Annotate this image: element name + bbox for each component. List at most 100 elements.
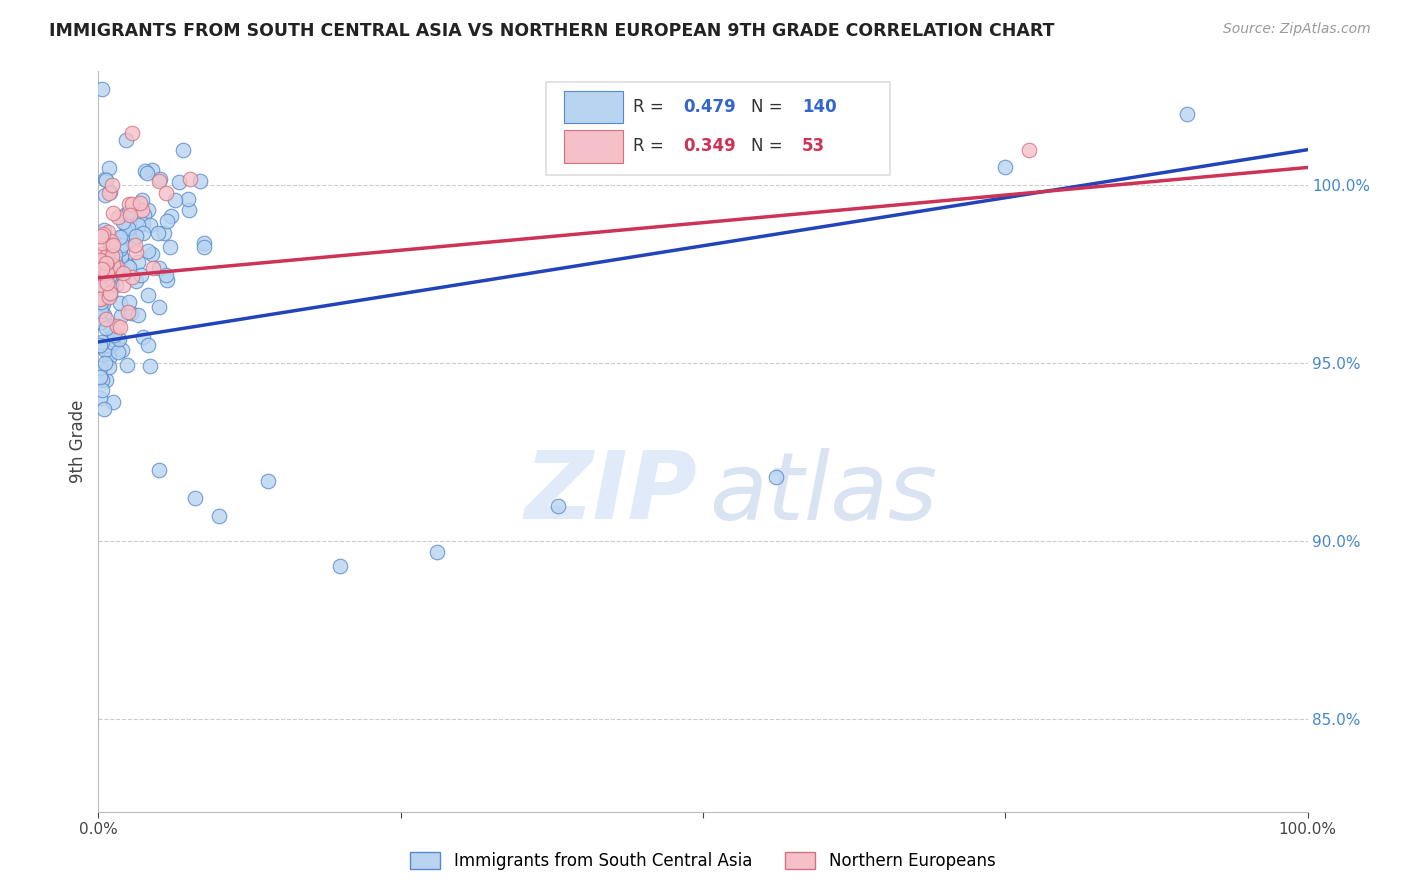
Point xyxy=(89,257,111,271)
Point xyxy=(208,509,231,524)
Point xyxy=(132,218,155,232)
Point xyxy=(765,161,787,175)
Point xyxy=(179,172,201,186)
Point xyxy=(98,346,121,360)
Point xyxy=(129,268,152,283)
Point xyxy=(91,227,114,241)
Point xyxy=(89,302,111,317)
Point xyxy=(165,194,187,208)
Point xyxy=(159,240,181,254)
Point xyxy=(89,268,111,283)
Point xyxy=(96,276,118,290)
Point xyxy=(127,308,149,322)
Point xyxy=(426,545,449,559)
Point xyxy=(90,373,112,387)
Point xyxy=(136,288,159,302)
Point xyxy=(104,248,127,262)
Point xyxy=(124,238,146,252)
Point xyxy=(93,308,115,322)
Point xyxy=(100,234,122,248)
Point xyxy=(110,251,132,265)
Point xyxy=(1018,143,1040,157)
Point xyxy=(547,499,569,513)
Point xyxy=(93,262,115,277)
Point xyxy=(108,332,131,346)
Point xyxy=(115,207,138,221)
Point xyxy=(121,269,143,284)
Point xyxy=(94,339,117,353)
Text: Source: ZipAtlas.com: Source: ZipAtlas.com xyxy=(1223,22,1371,37)
Point xyxy=(156,214,179,228)
Text: R =: R = xyxy=(633,137,669,155)
Point xyxy=(218,4,240,18)
Point xyxy=(172,143,194,157)
Point xyxy=(115,133,138,147)
Point xyxy=(91,278,114,293)
Point xyxy=(101,394,124,409)
Point xyxy=(115,258,138,272)
Point xyxy=(110,249,132,263)
Point xyxy=(103,328,125,343)
Point xyxy=(110,296,132,310)
Text: R =: R = xyxy=(633,98,669,116)
Point xyxy=(96,250,118,264)
Point xyxy=(146,226,169,240)
Point xyxy=(96,266,118,280)
Point xyxy=(111,229,134,244)
Point xyxy=(90,295,112,310)
Point xyxy=(98,332,121,346)
Text: 0.479: 0.479 xyxy=(683,98,737,116)
Point xyxy=(136,337,159,351)
Point xyxy=(107,345,129,359)
Point xyxy=(148,260,170,275)
Point xyxy=(111,238,134,252)
FancyBboxPatch shape xyxy=(564,91,623,123)
Point xyxy=(141,163,163,178)
Point xyxy=(96,247,118,261)
Point xyxy=(90,253,112,268)
Point xyxy=(184,491,207,506)
Point xyxy=(103,335,125,350)
Point xyxy=(121,126,143,140)
Point xyxy=(101,250,124,264)
Point xyxy=(188,174,211,188)
Point xyxy=(97,337,120,351)
Point xyxy=(107,211,129,225)
Point xyxy=(108,320,131,334)
Point xyxy=(89,272,111,286)
Point xyxy=(96,173,118,187)
Point xyxy=(89,370,111,384)
Point xyxy=(97,290,120,304)
Text: IMMIGRANTS FROM SOUTH CENTRAL ASIA VS NORTHERN EUROPEAN 9TH GRADE CORRELATION CH: IMMIGRANTS FROM SOUTH CENTRAL ASIA VS NO… xyxy=(49,22,1054,40)
Point xyxy=(132,330,155,344)
Point xyxy=(94,373,117,387)
Point xyxy=(90,228,112,243)
Point xyxy=(90,82,112,96)
Point xyxy=(131,194,153,208)
Point xyxy=(112,215,135,229)
Point xyxy=(91,254,114,268)
Point xyxy=(132,226,155,240)
Text: N =: N = xyxy=(751,137,789,155)
Point xyxy=(108,230,131,244)
Point xyxy=(100,178,122,193)
Point xyxy=(97,351,120,365)
Point xyxy=(134,163,156,178)
Point xyxy=(98,286,121,301)
Point xyxy=(93,222,115,236)
Point xyxy=(100,268,122,283)
Point xyxy=(89,391,111,405)
Point xyxy=(124,274,146,288)
Point xyxy=(93,356,115,370)
Point xyxy=(94,272,117,286)
Point xyxy=(91,247,114,261)
Point xyxy=(94,264,117,278)
Point xyxy=(89,252,111,267)
Point xyxy=(89,370,111,384)
Text: 0.349: 0.349 xyxy=(683,137,737,155)
Point xyxy=(101,260,124,275)
Text: 140: 140 xyxy=(803,98,837,116)
Point xyxy=(125,228,148,243)
Point xyxy=(148,301,170,315)
Point xyxy=(131,202,153,217)
